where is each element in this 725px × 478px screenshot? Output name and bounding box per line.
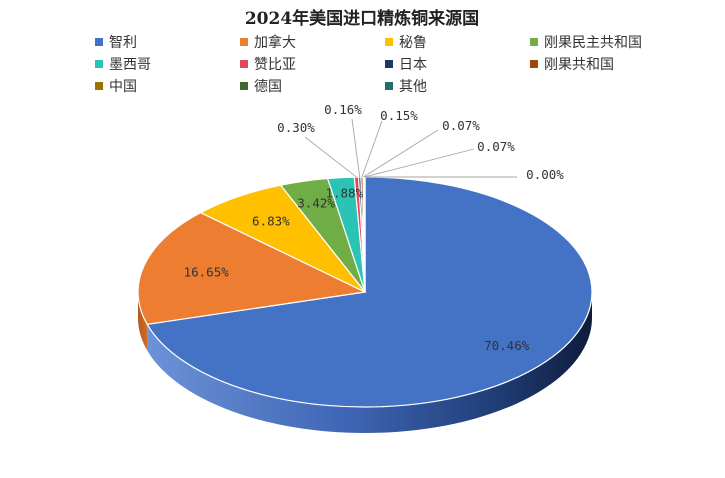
legend-item-1: 智利	[95, 35, 137, 51]
slice-2-side	[138, 292, 148, 351]
slice-1-side	[147, 292, 592, 433]
legend-label-8: 刚果共和国	[544, 57, 614, 73]
data-label-6: 0.30%	[277, 120, 315, 135]
data-label-1: 70.46%	[484, 338, 530, 353]
legend-swatch-9	[95, 82, 103, 90]
legend-item-6: 赞比亚	[240, 57, 296, 73]
legend-item-4: 刚果民主共和国	[530, 35, 642, 51]
legend-swatch-7	[385, 60, 393, 68]
legend-swatch-4	[530, 38, 538, 46]
data-label-9: 0.07%	[442, 118, 480, 133]
legend-label-5: 墨西哥	[109, 57, 151, 73]
legend-label-2: 加拿大	[254, 34, 296, 51]
legend-label-6: 赞比亚	[254, 57, 296, 73]
leader-line-6	[304, 136, 357, 178]
legend-swatch-11	[385, 82, 393, 90]
data-label-7: 0.16%	[324, 102, 362, 117]
legend-swatch-5	[95, 60, 103, 68]
legend-label-3: 秘鲁	[399, 35, 427, 51]
slice-1-top	[146, 176, 593, 408]
legend-item-8: 刚果共和国	[530, 57, 614, 73]
legend-item-5: 墨西哥	[95, 57, 151, 73]
legend-item-11: 其他	[385, 79, 427, 95]
chart-title: 2024年美国进口精炼铜来源国	[245, 8, 479, 29]
data-labels: 70.46% 16.65% 6.83% 3.42%1.88% 0.30% 0.16% 0.1…	[184, 102, 565, 353]
legend-label-4: 刚果民主共和国	[544, 35, 642, 51]
data-label-3: 6.83%	[252, 214, 290, 229]
data-label-8: 0.15%	[380, 108, 418, 123]
data-label-4: 3.42%	[297, 195, 335, 210]
legend-swatch-3	[385, 38, 393, 46]
legend-swatch-2	[240, 38, 248, 46]
legend-item-3: 秘鲁	[385, 35, 427, 51]
legend-swatch-1	[95, 38, 103, 46]
leader-line-10	[364, 148, 475, 178]
legend-label-9: 中国	[109, 79, 137, 95]
legend-swatch-8	[530, 60, 538, 68]
pie	[137, 176, 593, 433]
legend-item-2: 加拿大	[240, 34, 296, 51]
legend-item-7: 日本	[385, 57, 427, 73]
legend-label-1: 智利	[109, 35, 137, 51]
slice-2-top	[137, 211, 368, 325]
data-label-5: 1.88%	[325, 186, 363, 201]
data-label-11: 0.00%	[526, 167, 564, 182]
data-label-10: 0.07%	[477, 139, 515, 154]
legend-label-7: 日本	[399, 57, 427, 73]
leader-line-7	[351, 118, 361, 178]
legend-item-10: 德国	[240, 79, 282, 95]
legend-swatch-6	[240, 60, 248, 68]
leader-line-9	[363, 129, 439, 178]
legend-item-9: 中国	[95, 79, 137, 95]
legend-label-11: 其他	[399, 79, 427, 95]
legend-swatch-10	[240, 82, 248, 90]
data-label-2: 16.65%	[184, 264, 230, 279]
legend-label-10: 德国	[254, 79, 282, 95]
leader-line-8	[361, 120, 383, 178]
